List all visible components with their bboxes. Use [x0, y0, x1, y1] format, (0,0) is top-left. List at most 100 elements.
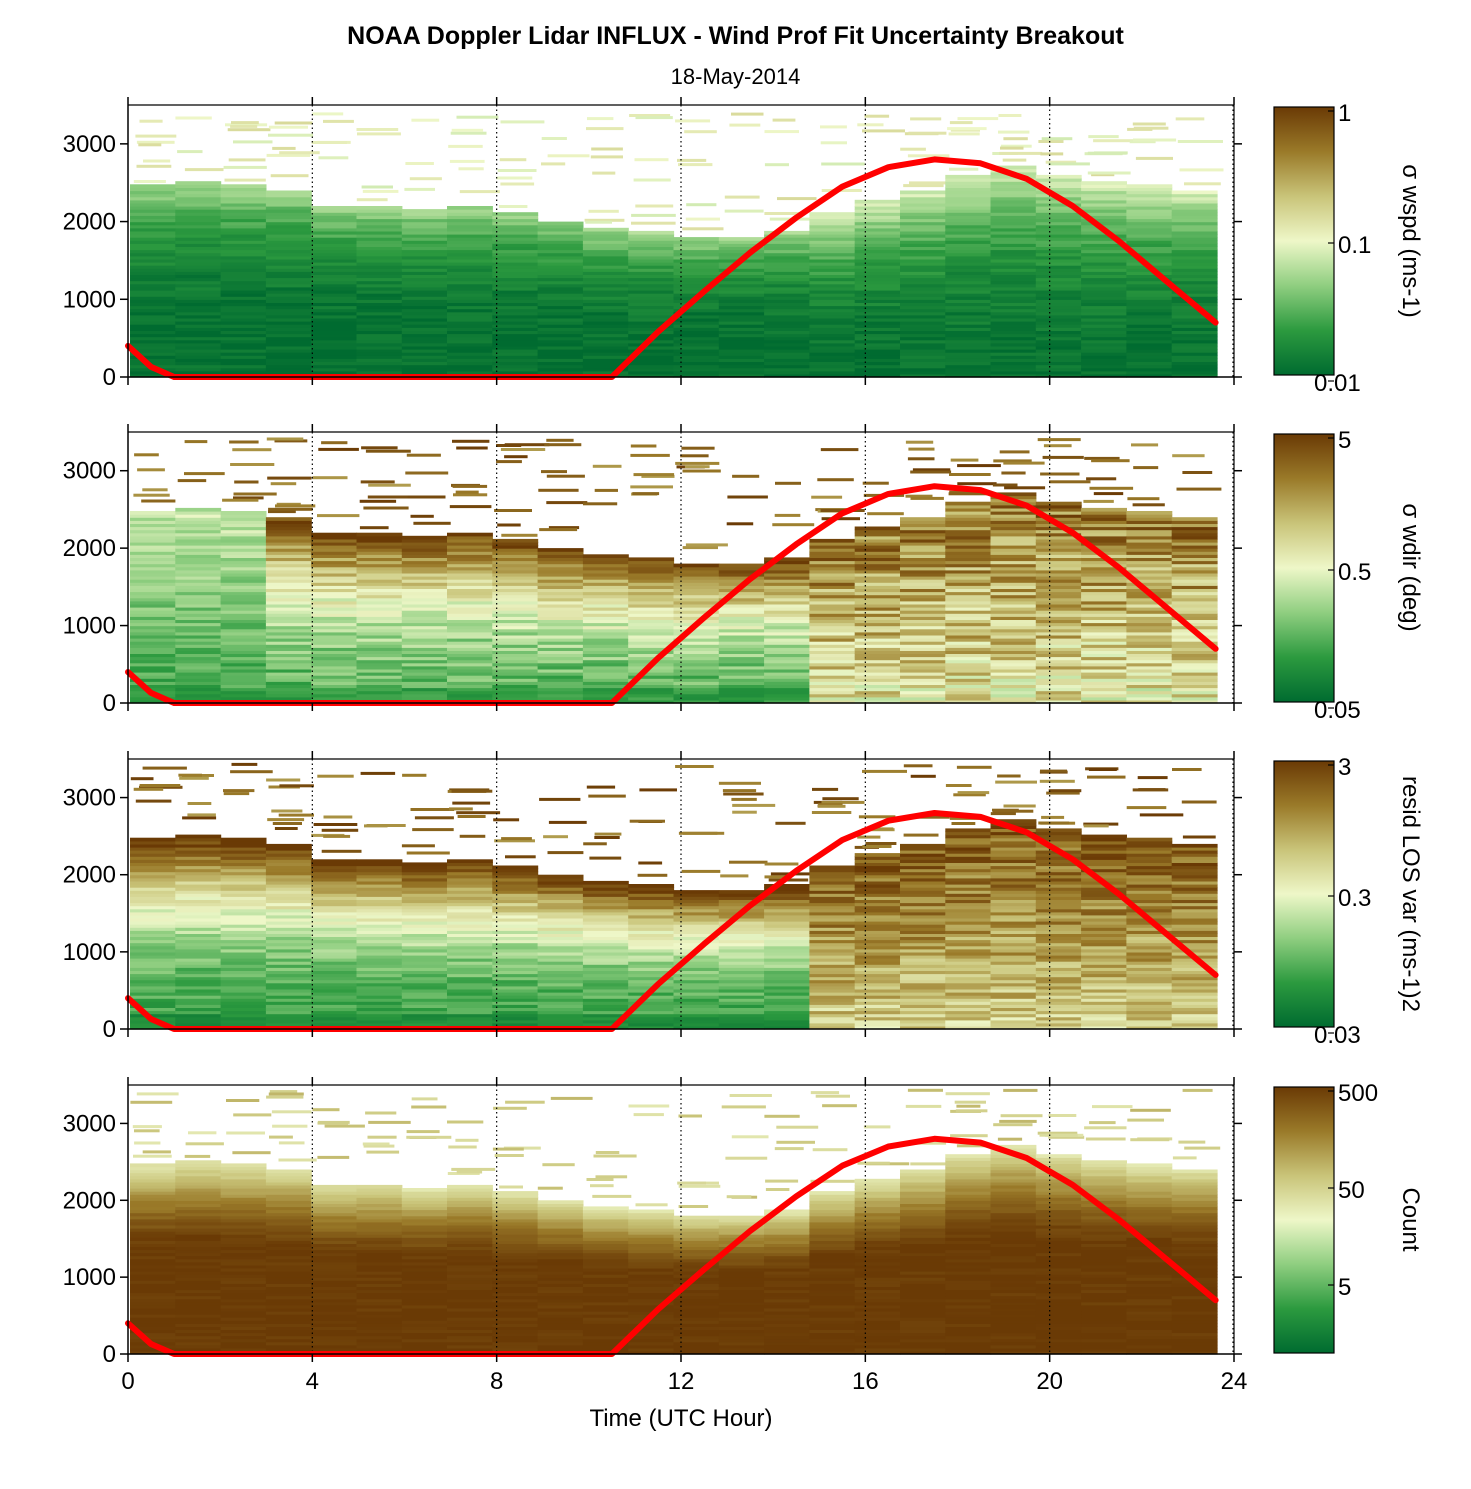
heatmap-cell	[311, 280, 358, 285]
heatmap-cell	[990, 1022, 1037, 1027]
heatmap-cell	[809, 364, 856, 369]
heatmap-cell	[492, 865, 539, 870]
heatmap-cell	[673, 302, 720, 307]
heatmap-cell	[401, 212, 448, 216]
heatmap-cell	[356, 890, 403, 894]
heatmap-cell	[220, 610, 267, 614]
heatmap-cell	[412, 828, 454, 832]
heatmap-cell	[447, 305, 493, 310]
heatmap-cell	[854, 566, 901, 571]
heatmap-cell	[673, 588, 720, 593]
heatmap-cell	[311, 277, 358, 282]
heatmap-cell	[1171, 321, 1218, 325]
heatmap-cell	[265, 961, 312, 965]
heatmap-cell	[854, 234, 901, 238]
heatmap-cell	[582, 998, 629, 1002]
heatmap-cell	[311, 265, 358, 269]
heatmap-cell	[582, 283, 629, 288]
heatmap-cell	[130, 672, 176, 676]
heatmap-cell	[673, 659, 720, 664]
heatmap-cell	[900, 569, 946, 574]
heatmap-cell	[220, 342, 267, 347]
heatmap-cell	[628, 607, 675, 611]
heatmap-cell	[1081, 576, 1127, 580]
heatmap-cell	[356, 985, 403, 990]
heatmap-cell	[130, 311, 176, 316]
heatmap-cell	[900, 954, 946, 959]
heatmap-cell	[1035, 221, 1082, 226]
heatmap-cell	[492, 1019, 539, 1024]
heatmap-cell	[407, 495, 446, 499]
heatmap-cell	[854, 529, 901, 534]
heatmap-cell	[175, 535, 222, 540]
heatmap-cell	[447, 339, 493, 344]
heatmap-cell	[1171, 988, 1218, 993]
heatmap-cell	[279, 151, 320, 155]
heatmap-cell	[1081, 924, 1127, 928]
heatmap-cell	[130, 1209, 176, 1214]
heatmap-cell	[945, 1022, 992, 1027]
heatmap-cell	[175, 896, 222, 900]
heatmap-cell	[809, 548, 856, 552]
heatmap-cell	[854, 1001, 901, 1005]
heatmap-cell	[945, 551, 992, 555]
heatmap-cell	[311, 622, 358, 627]
heatmap-cell	[999, 450, 1030, 454]
heatmap-cell	[1035, 665, 1082, 670]
heatmap-cell	[1035, 560, 1082, 565]
heatmap-cell	[809, 948, 856, 953]
heatmap-cell	[990, 859, 1037, 863]
heatmap-cell	[775, 481, 801, 485]
heatmap-cell	[537, 268, 584, 272]
heatmap-cell	[990, 992, 1037, 996]
heatmap-cell	[628, 262, 675, 266]
heatmap-cell	[537, 302, 584, 307]
heatmap-cell	[1081, 982, 1127, 987]
heatmap-cell	[265, 290, 312, 294]
heatmap-cell	[220, 1181, 267, 1186]
heatmap-cell	[718, 566, 765, 571]
heatmap-cell	[1035, 517, 1082, 521]
heatmap-cell	[945, 317, 992, 322]
heatmap-cell	[809, 221, 856, 226]
heatmap-cell	[175, 190, 222, 195]
heatmap-cell	[1126, 277, 1173, 282]
heatmap-cell	[492, 874, 539, 879]
y-tick-label: 0	[103, 364, 116, 391]
heatmap-cell	[537, 880, 584, 885]
heatmap-cell	[854, 317, 901, 322]
heatmap-cell	[1081, 569, 1127, 574]
heatmap-cell	[1171, 616, 1218, 620]
heatmap-cell	[628, 964, 675, 968]
heatmap-cell	[265, 317, 312, 322]
heatmap-cell	[311, 327, 358, 331]
heatmap-cell	[628, 308, 675, 313]
heatmap-cell	[311, 296, 358, 300]
heatmap-cell	[1126, 314, 1173, 319]
heatmap-cell	[265, 293, 312, 297]
heatmap-cell	[220, 517, 267, 521]
heatmap-cell	[764, 958, 810, 962]
heatmap-cell	[1171, 995, 1218, 999]
heatmap-cell	[311, 976, 358, 981]
heatmap-cell	[718, 308, 765, 313]
heatmap-cell	[265, 1304, 312, 1309]
heatmap-cell	[945, 693, 992, 698]
heatmap-cell	[1171, 992, 1218, 996]
heatmap-cell	[673, 603, 720, 608]
heatmap-cell	[130, 576, 176, 580]
heatmap-cell	[220, 548, 267, 552]
heatmap-cell	[854, 557, 901, 562]
heatmap-cell	[222, 498, 259, 502]
heatmap-cell	[628, 274, 675, 279]
heatmap-cell	[809, 268, 856, 272]
heatmap-cell	[764, 628, 810, 633]
heatmap-cell	[401, 939, 448, 944]
heatmap-cell	[764, 665, 810, 670]
heatmap-cell	[133, 1154, 172, 1158]
heatmap-cell	[764, 887, 810, 891]
heatmap-cell	[1171, 964, 1218, 968]
heatmap-cell	[356, 1301, 403, 1306]
heatmap-cell	[138, 143, 162, 147]
heatmap-cell	[628, 569, 675, 574]
